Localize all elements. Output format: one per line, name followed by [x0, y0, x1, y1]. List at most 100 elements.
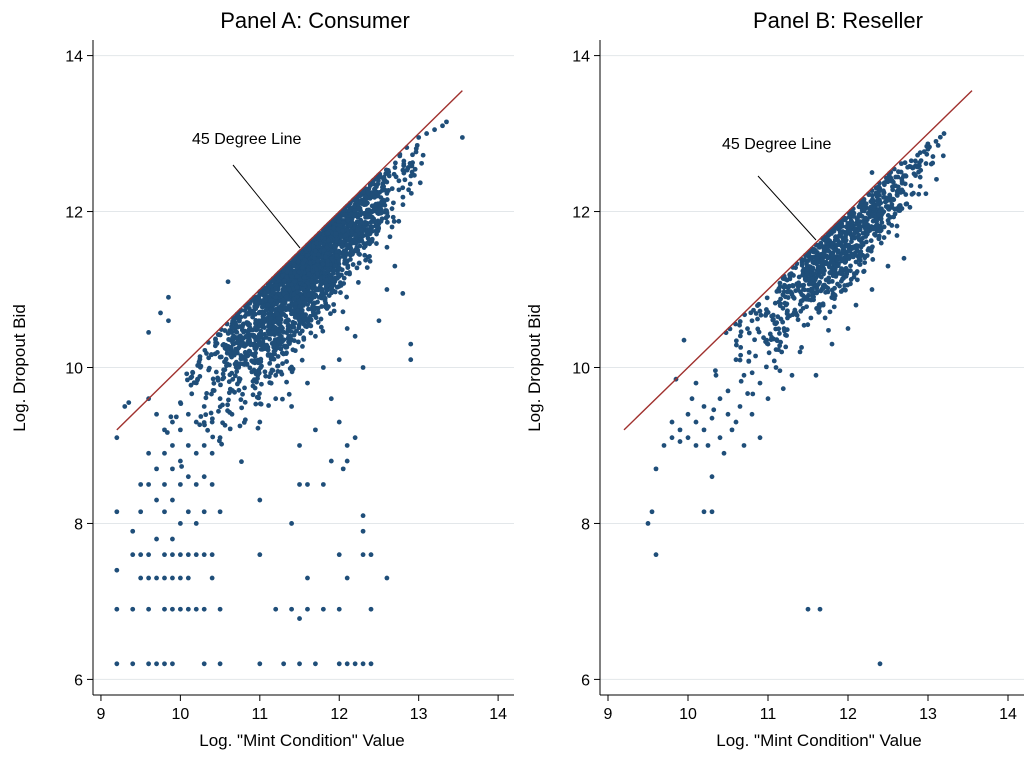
data-point [291, 291, 297, 297]
data-point [863, 220, 869, 226]
data-point [838, 289, 844, 294]
data-point [934, 176, 939, 182]
data-point [368, 661, 374, 667]
data-point [170, 497, 175, 503]
data-point [306, 246, 312, 252]
data-point [292, 314, 298, 320]
data-point [259, 381, 264, 387]
data-point [201, 443, 207, 448]
data-point [190, 369, 195, 375]
data-point [154, 661, 159, 667]
data-point [750, 391, 756, 397]
data-point [340, 228, 345, 234]
data-point [355, 280, 361, 285]
data-point [332, 263, 338, 268]
data-point [360, 513, 366, 519]
data-point [260, 344, 266, 350]
data-point [746, 330, 752, 336]
data-point [818, 274, 824, 280]
data-point [360, 528, 366, 534]
data-point [146, 552, 152, 558]
x-tick-label: 14 [489, 706, 507, 723]
data-point [218, 382, 223, 388]
data-point [286, 333, 292, 339]
data-point [784, 333, 789, 338]
x-tick-label: 12 [330, 706, 348, 723]
data-point [291, 332, 297, 338]
data-point [801, 282, 807, 288]
data-point [274, 275, 280, 281]
data-point [197, 374, 203, 379]
data-point [391, 219, 397, 224]
data-point [830, 252, 835, 258]
data-point [903, 201, 909, 207]
data-point [811, 246, 817, 252]
data-point [302, 257, 308, 263]
data-point [185, 552, 191, 558]
data-point [872, 231, 877, 237]
data-point [827, 270, 833, 275]
data-point [925, 141, 931, 147]
data-point [823, 289, 828, 295]
data-point [246, 348, 252, 354]
data-point [268, 316, 273, 321]
data-point [281, 329, 287, 335]
data-point [255, 425, 261, 431]
data-point [173, 414, 179, 420]
data-point [146, 606, 152, 612]
data-point [820, 266, 825, 272]
data-point [188, 382, 194, 388]
data-point [917, 174, 923, 180]
data-point [761, 335, 766, 341]
data-point [354, 265, 360, 271]
data-point [154, 497, 159, 503]
data-point [693, 419, 699, 425]
data-point [197, 363, 202, 369]
data-point [757, 435, 763, 441]
data-point [340, 239, 346, 244]
data-point [305, 575, 310, 581]
data-point [352, 435, 358, 441]
data-point [885, 263, 891, 269]
data-point [238, 397, 244, 403]
data-point [273, 606, 279, 612]
data-point [229, 411, 235, 417]
data-point [440, 123, 445, 129]
data-point [201, 552, 207, 558]
data-point [335, 271, 341, 277]
data-point [355, 227, 361, 233]
data-point [251, 377, 257, 382]
data-point [923, 161, 929, 166]
data-point [310, 290, 316, 296]
data-point [328, 276, 333, 282]
data-point [738, 352, 744, 358]
data-point [871, 226, 877, 232]
data-point [407, 181, 413, 187]
data-point [402, 177, 408, 183]
data-point [336, 219, 342, 224]
data-point [221, 342, 227, 347]
y-tick-label: 6 [581, 672, 590, 689]
data-point [362, 252, 368, 258]
data-point [250, 358, 256, 364]
data-point [275, 369, 281, 374]
data-point [907, 204, 913, 210]
data-point [286, 286, 292, 292]
data-point [840, 276, 845, 282]
data-point [880, 188, 886, 194]
data-point [419, 160, 424, 166]
data-point [870, 244, 875, 250]
data-point [738, 329, 744, 335]
data-point [709, 415, 715, 421]
data-point [193, 482, 199, 487]
panel-a-consumer: Panel A: Consumer 6 8 10 12 14 9 10 11 12 13 14 45… [10, 8, 514, 750]
data-point [273, 306, 279, 312]
data-point [294, 264, 300, 270]
data-point [796, 280, 801, 286]
data-point [222, 345, 228, 351]
data-point [281, 278, 287, 284]
data-point [223, 356, 229, 362]
data-point [408, 341, 414, 347]
data-point [444, 119, 449, 125]
data-point [864, 231, 870, 237]
